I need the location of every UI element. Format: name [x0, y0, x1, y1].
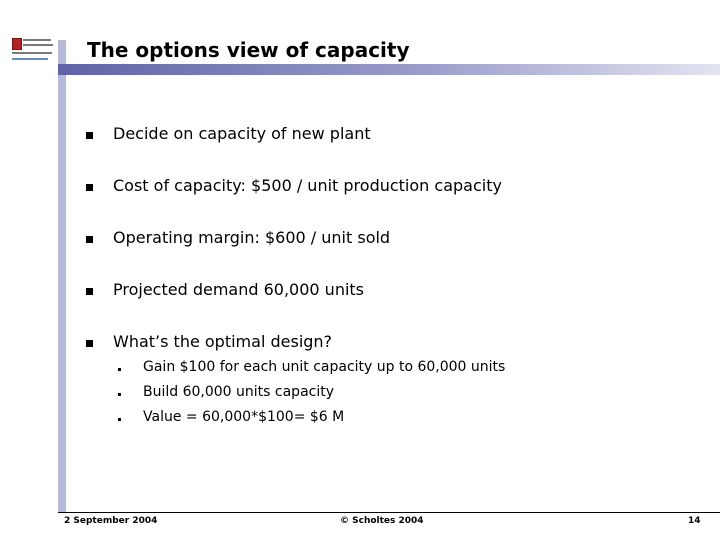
square-bullet-icon — [86, 236, 93, 243]
side-decoration-bar — [58, 40, 66, 512]
sub-bullet-text: Value = 60,000*$100= $6 M — [143, 409, 345, 425]
footer-copyright: © Scholtes 2004 — [340, 516, 424, 526]
sub-bullet-text: Build 60,000 units capacity — [143, 384, 335, 400]
dot-bullet-icon — [118, 368, 121, 371]
dot-bullet-icon — [118, 393, 121, 396]
bullet-text: Operating margin: $600 / unit sold — [113, 228, 391, 247]
university-logo — [12, 38, 54, 64]
title-underline-bar — [58, 64, 720, 75]
footer-date: 2 September 2004 — [64, 516, 158, 526]
square-bullet-icon — [86, 184, 93, 191]
page-number: 14 — [688, 516, 701, 526]
sub-bullet-text: Gain $100 for each unit capacity up to 6… — [143, 359, 506, 375]
square-bullet-icon — [86, 132, 93, 139]
footer-divider — [58, 512, 720, 513]
square-bullet-icon — [86, 340, 93, 347]
bullet-text: Projected demand 60,000 units — [113, 280, 365, 299]
square-bullet-icon — [86, 288, 93, 295]
bullet-text: Decide on capacity of new plant — [113, 124, 371, 143]
slide-title: The options view of capacity — [87, 38, 410, 62]
bullet-text: What’s the optimal design? — [113, 332, 333, 351]
bullet-text: Cost of capacity: $500 / unit production… — [113, 176, 502, 195]
crest-icon — [12, 38, 22, 50]
dot-bullet-icon — [118, 418, 121, 421]
